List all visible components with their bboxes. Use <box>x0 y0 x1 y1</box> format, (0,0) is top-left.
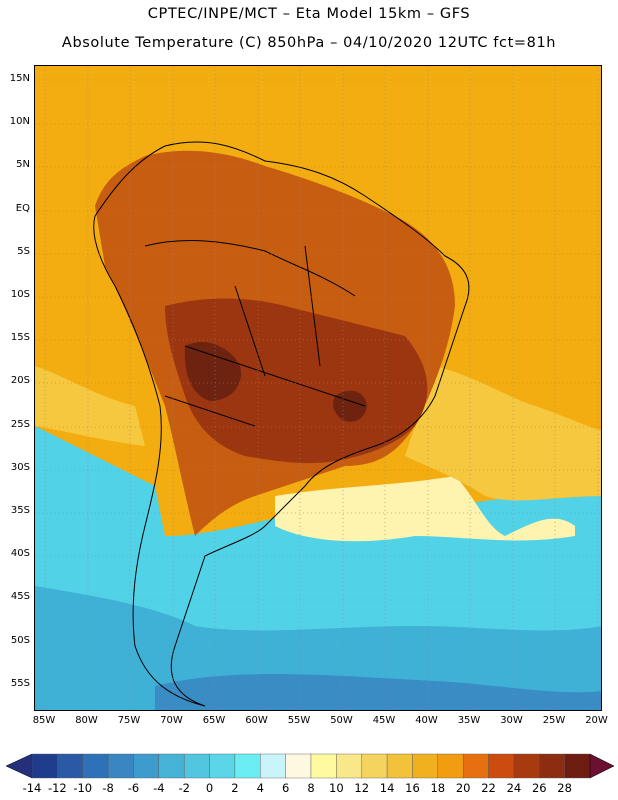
field-coldest-ocean-band <box>155 674 601 710</box>
lat-label: 5N <box>16 159 30 171</box>
colorbar-swatch <box>386 753 413 779</box>
colorbar-swatch <box>209 753 236 779</box>
colorbar-label: -10 <box>73 781 93 795</box>
colorbar-swatch <box>57 753 83 779</box>
lat-label: 15S <box>10 332 30 344</box>
colorbar-label: 16 <box>405 781 420 795</box>
colorbar-swatch <box>133 753 160 779</box>
field-warm-west-ocean <box>35 366 145 446</box>
colorbar-swatch <box>539 753 565 779</box>
colorbar-label: 18 <box>430 781 446 795</box>
colorbar-swatch <box>31 753 58 779</box>
colorbar-over-arrow <box>589 753 615 779</box>
lon-label: 70W <box>160 715 183 726</box>
map-title-line2: Absolute Temperature (C) 850hPa – 04/10/… <box>61 35 557 51</box>
lon-label: 45W <box>372 715 396 726</box>
colorbar-swatch <box>513 753 540 779</box>
temperature-map <box>34 65 602 711</box>
lat-label: 20S <box>10 375 30 387</box>
color-scale-bar <box>5 753 615 779</box>
field-mild-ocean-band <box>275 476 575 542</box>
field-colder-ocean-band <box>35 586 601 710</box>
colorbar-swatch <box>260 753 286 779</box>
colorbar-swatch <box>412 753 439 779</box>
colorbar-swatch <box>564 753 591 779</box>
field-land-core-1 <box>184 342 241 401</box>
colorbar-label: 24 <box>506 781 522 795</box>
lon-label: 35W <box>457 715 481 726</box>
colorbar-label: 10 <box>329 781 344 795</box>
colorbar-label: 20 <box>455 781 471 795</box>
lat-lon-grid <box>35 66 601 710</box>
colorbar-under-arrow <box>5 753 33 779</box>
colorbar-swatch <box>437 753 464 779</box>
colorbar-label: 22 <box>481 781 496 795</box>
lon-label: 40W <box>415 715 438 726</box>
lon-label: 25W <box>542 715 566 726</box>
colorbar-label: -6 <box>127 781 140 795</box>
colorbar-swatch <box>158 753 185 779</box>
colorbar-label: 12 <box>354 781 370 795</box>
colorbar-label: 0 <box>205 781 214 795</box>
lat-label: 25S <box>10 418 30 430</box>
lon-label: 50W <box>330 715 353 726</box>
temperature-field <box>35 66 601 710</box>
lon-label: 60W <box>245 715 268 726</box>
colorbar-label: -8 <box>102 781 114 795</box>
lat-label: 35S <box>10 505 30 516</box>
lon-label: 75W <box>117 715 141 726</box>
colorbar-swatch <box>234 753 261 779</box>
lat-label: 30S <box>10 461 30 473</box>
colorbar-label: -2 <box>178 781 190 795</box>
colorbar-swatch <box>462 753 489 779</box>
lon-label: 20W <box>585 715 608 726</box>
lat-label: 15N <box>9 73 30 84</box>
lon-label: 30W <box>500 715 523 726</box>
colorbar-label: -14 <box>22 781 42 795</box>
colorbar-swatch <box>361 753 388 779</box>
lon-label: 80W <box>75 715 98 726</box>
lat-label: 10S <box>10 289 30 300</box>
lon-label: 85W <box>32 715 56 726</box>
map-title-line1: CPTEC/INPE/MCT – Eta Model 15km – GFS <box>147 6 471 22</box>
lat-label: 45S <box>10 591 30 603</box>
colorbar-swatch <box>82 753 109 779</box>
colorbar-swatch <box>488 753 515 779</box>
colorbar-label: 6 <box>281 781 290 795</box>
lat-label: 10N <box>9 116 30 128</box>
colorbar-label: 26 <box>531 781 547 795</box>
lon-label: 65W <box>202 715 226 726</box>
lat-label: EQ <box>15 202 30 214</box>
colorbar-swatch <box>285 753 312 779</box>
colorbar-label: -4 <box>153 781 165 795</box>
colorbar-swatch <box>336 753 362 779</box>
colorbar-swatch <box>107 753 134 779</box>
colorbar-label: 28 <box>557 781 572 795</box>
colorbar-label: 4 <box>256 781 264 795</box>
coastlines <box>93 141 470 707</box>
colorbar-label: -12 <box>47 781 67 795</box>
lat-label: 5S <box>17 245 30 257</box>
colorbar-label: 2 <box>231 781 239 795</box>
colorbar-swatch <box>183 753 210 779</box>
field-land-very-hot <box>165 298 428 464</box>
lat-label: 50S <box>10 634 30 646</box>
field-warm-ocean-band <box>405 366 601 501</box>
lat-label: 55S <box>10 677 30 689</box>
lat-label: 40S <box>10 548 30 560</box>
colorbar-swatch <box>310 753 337 779</box>
colorbar-label: 8 <box>307 781 315 795</box>
colorbar-label: 14 <box>379 781 395 795</box>
lon-label: 55W <box>287 715 311 726</box>
